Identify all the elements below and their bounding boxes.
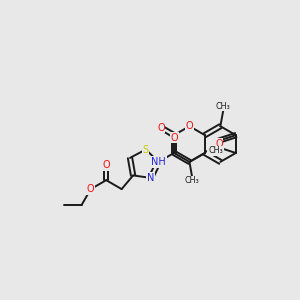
Text: S: S: [143, 145, 149, 154]
Text: O: O: [102, 160, 110, 170]
Text: O: O: [186, 121, 193, 131]
Text: CH₃: CH₃: [208, 146, 223, 155]
Text: CH₃: CH₃: [185, 176, 200, 185]
Text: CH₃: CH₃: [216, 102, 231, 111]
Text: NH: NH: [151, 157, 166, 167]
Text: O: O: [157, 123, 165, 133]
Text: O: O: [170, 133, 178, 143]
Text: O: O: [87, 184, 94, 194]
Text: O: O: [215, 139, 223, 149]
Text: N: N: [147, 173, 154, 183]
